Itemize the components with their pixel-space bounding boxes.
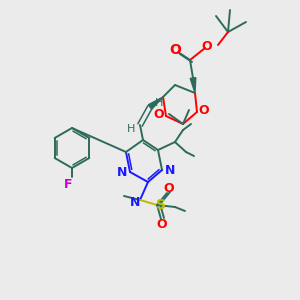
Text: N: N <box>165 164 175 176</box>
Text: O: O <box>164 182 174 196</box>
Text: O: O <box>202 40 212 53</box>
Text: N: N <box>117 166 127 178</box>
Text: O: O <box>199 103 209 116</box>
Text: H: H <box>155 98 163 108</box>
Text: H: H <box>127 124 135 134</box>
Text: O: O <box>154 107 164 121</box>
Text: O: O <box>169 43 181 57</box>
Text: F: F <box>64 178 72 190</box>
Polygon shape <box>148 97 163 109</box>
Polygon shape <box>190 78 196 93</box>
Text: S: S <box>156 198 166 212</box>
Text: O: O <box>157 218 167 230</box>
Text: N: N <box>130 196 140 208</box>
